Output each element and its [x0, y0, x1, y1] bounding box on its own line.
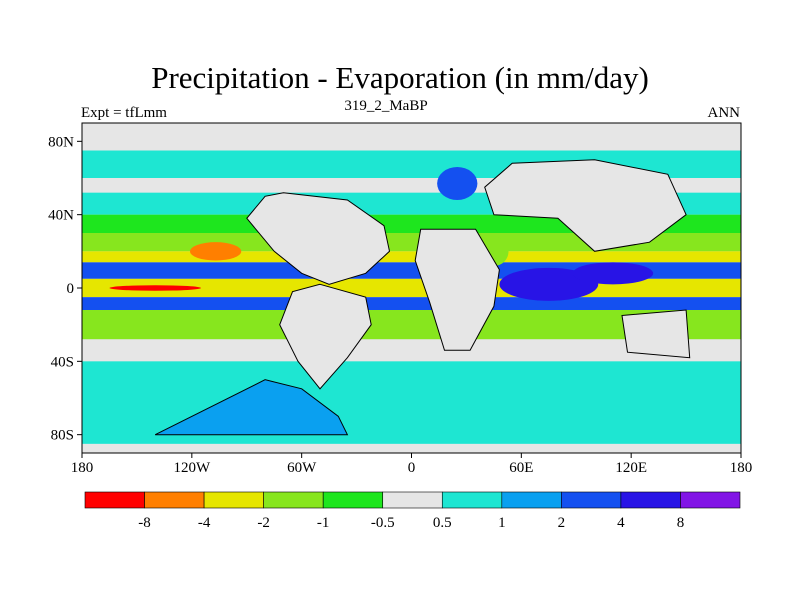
colorbar-swatch-8 [561, 491, 622, 509]
field-feature-4 [572, 262, 654, 285]
field-feature-5 [437, 167, 478, 200]
colorbar-swatch-2 [203, 491, 264, 509]
x-tick-label-6: 180 [730, 460, 753, 476]
zonal-band-10 [82, 339, 741, 362]
y-tick-label-0: 80N [48, 134, 74, 150]
field-feature-1 [109, 285, 201, 291]
colorbar-label-5: 0.5 [433, 515, 452, 531]
colorbar-swatch-5 [382, 491, 443, 509]
colorbar-swatch-6 [441, 491, 503, 509]
continent-1 [279, 283, 372, 390]
x-tick-label-1: 120W [173, 460, 211, 476]
colorbar-swatch-1 [144, 491, 205, 509]
continent-0 [246, 192, 391, 285]
zonal-band-5 [82, 251, 741, 263]
left-string: Expt = tfLmm [81, 105, 167, 121]
x-tick-label-3: 0 [408, 460, 416, 476]
colorbar-label-1: -4 [198, 515, 211, 531]
right-string: ANN [707, 105, 741, 121]
colorbar-label-7: 2 [558, 515, 566, 531]
x-tick-label-2: 60W [287, 460, 317, 476]
y-tick-label-2: 0 [67, 281, 75, 297]
colorbar-swatch-10 [680, 491, 741, 509]
chart-title: Precipitation - Evaporation (in mm/day) [151, 60, 649, 95]
colorbar-label-6: 1 [498, 515, 506, 531]
field-feature-0 [190, 242, 242, 261]
x-tick-label-5: 120E [615, 460, 647, 476]
colorbar-label-0: -8 [138, 515, 151, 531]
continent-3 [484, 159, 687, 252]
colorbar-swatch-3 [263, 491, 324, 509]
colorbar-swatch-0 [84, 491, 145, 509]
colorbar-label-2: -2 [257, 515, 270, 531]
colorbar-swatch-7 [501, 491, 562, 509]
continent-2 [414, 228, 500, 351]
x-tick-label-4: 60E [509, 460, 533, 476]
x-tick-label-0: 180 [71, 460, 94, 476]
colorbar-label-4: -0.5 [371, 515, 395, 531]
zonal-band-4 [82, 233, 741, 252]
continent-4 [621, 309, 691, 359]
colorbar-label-3: -1 [317, 515, 330, 531]
y-tick-label-1: 40N [48, 208, 74, 224]
colorbar-swatch-9 [620, 491, 681, 509]
zonal-band-8 [82, 297, 741, 310]
field-feature-3 [499, 267, 599, 301]
colorbar-swatch-4 [322, 491, 384, 509]
colorbar-label-8: 4 [617, 515, 625, 531]
antarctic-margin [154, 379, 349, 436]
y-tick-label-4: 80S [51, 428, 74, 444]
colorbar-label-9: 8 [677, 515, 685, 531]
y-tick-label-3: 40S [51, 354, 74, 370]
